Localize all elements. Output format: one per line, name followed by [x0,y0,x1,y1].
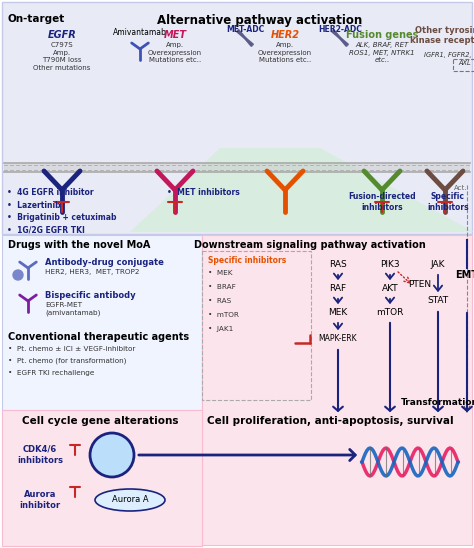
Text: •  mTOR: • mTOR [208,312,239,318]
FancyBboxPatch shape [2,2,472,234]
Text: Specific inhibitors: Specific inhibitors [208,256,286,265]
Text: Bispecific antibody: Bispecific antibody [45,291,136,300]
Text: Cell cycle gene alterations: Cell cycle gene alterations [22,416,178,426]
Text: PIK3: PIK3 [380,260,400,269]
Text: •  RAS: • RAS [208,298,231,304]
Text: C797S
Amp.
T790M loss
Other mutations: C797S Amp. T790M loss Other mutations [33,42,91,71]
Text: EGFR-MET
(amivantamab): EGFR-MET (amivantamab) [45,302,100,316]
Text: AXL: AXL [459,60,471,66]
Text: MEK: MEK [328,308,347,317]
FancyBboxPatch shape [4,163,470,172]
Text: Alternative pathway activation: Alternative pathway activation [157,14,363,27]
Text: EMT: EMT [456,270,474,280]
Text: •  Pt. chemo ± ICI ± VEGF-inhibitor: • Pt. chemo ± ICI ± VEGF-inhibitor [8,346,136,352]
Polygon shape [130,148,474,232]
Text: Cell proliferation, anti-apoptosis, survival: Cell proliferation, anti-apoptosis, surv… [207,416,453,426]
Text: Other tyrosine
kinase receptors: Other tyrosine kinase receptors [410,26,474,45]
Text: MET-ADC: MET-ADC [226,25,264,34]
Text: Amp.
Overexpression
Mutations etc..: Amp. Overexpression Mutations etc.. [148,42,202,64]
Text: Amivantamab: Amivantamab [113,28,167,37]
Text: HER2, HER3,  MET, TROP2: HER2, HER3, MET, TROP2 [45,269,139,275]
Text: PTEN: PTEN [409,280,431,289]
Text: MET: MET [164,30,186,40]
Text: Drugs with the novel MoA: Drugs with the novel MoA [8,240,150,250]
Text: Aurora
inhibitor: Aurora inhibitor [19,490,61,510]
Text: •  EGFR TKI rechallenge: • EGFR TKI rechallenge [8,370,94,376]
Text: Downstream signaling pathway activation: Downstream signaling pathway activation [194,240,426,250]
Text: EGFR: EGFR [47,30,76,40]
Text: On-target: On-target [8,14,65,24]
Text: •  BRAF: • BRAF [208,284,236,290]
Text: •  JAK1: • JAK1 [208,326,233,332]
Text: IGFR1, FGFR2,: IGFR1, FGFR2, [424,52,472,58]
Text: Transformation: Transformation [401,398,474,407]
Text: ALK, BRAF, RET
ROS1, MET, NTRK1
etc..: ALK, BRAF, RET ROS1, MET, NTRK1 etc.. [349,42,415,64]
Text: •  Pt. chemo (for transformation): • Pt. chemo (for transformation) [8,358,127,364]
FancyBboxPatch shape [202,235,472,545]
Text: Aurora A: Aurora A [112,495,148,505]
Text: STAT: STAT [428,296,448,305]
Circle shape [90,433,134,477]
Text: •  MET inhibitors: • MET inhibitors [167,188,240,197]
Text: HER2: HER2 [271,30,300,40]
Text: HER2-ADC: HER2-ADC [318,25,362,34]
Text: RAF: RAF [329,284,346,293]
Circle shape [13,270,23,280]
Text: RAS: RAS [329,260,347,269]
Text: Fusion genes: Fusion genes [346,30,418,40]
Text: •  4G EGFR inhibitor
•  Lazertinib
•  Brigatinib + cetuximab
•  1G/2G EGFR TKI: • 4G EGFR inhibitor • Lazertinib • Briga… [7,188,117,235]
Text: Act.: Act. [454,185,467,191]
Ellipse shape [95,489,165,511]
Text: Fusion-directed
inhibitors: Fusion-directed inhibitors [348,192,416,212]
Text: Conventional therapeutic agents: Conventional therapeutic agents [8,332,189,342]
Text: JAK: JAK [431,260,445,269]
FancyBboxPatch shape [2,410,202,546]
Text: mTOR: mTOR [376,308,404,317]
Text: AKT: AKT [382,284,398,293]
Text: Specific
inhibitors: Specific inhibitors [427,192,469,212]
Text: •  MEK: • MEK [208,270,233,276]
Text: CDK4/6
inhibitors: CDK4/6 inhibitors [17,445,63,465]
Text: MAPK-ERK: MAPK-ERK [319,334,357,343]
Text: Amp.
Overexpression
Mutations etc..: Amp. Overexpression Mutations etc.. [258,42,312,64]
FancyBboxPatch shape [2,235,202,410]
Text: Antibody-drug conjugate: Antibody-drug conjugate [45,258,164,267]
